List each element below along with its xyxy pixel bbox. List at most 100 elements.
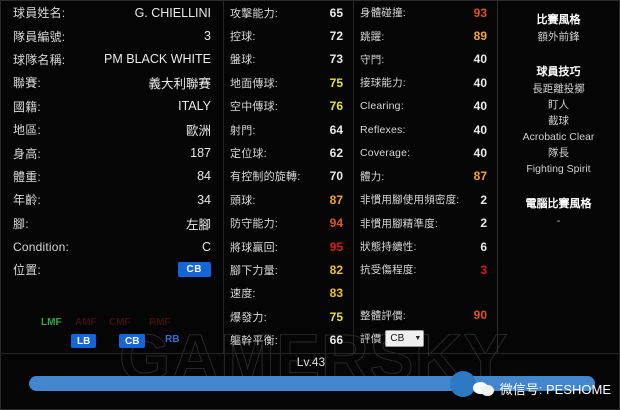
stat-row: 將球贏回: 95 (224, 235, 351, 258)
stat-row: 體力: 87 (354, 165, 495, 188)
stat-value: 34 (197, 192, 211, 207)
stat-value: PM BLACK WHITE (104, 52, 211, 67)
com-style-heading: 電腦比賽風格 (525, 198, 592, 210)
stat-value: 40 (473, 99, 487, 114)
stat-value: 87 (473, 169, 487, 184)
skill-item: 截球 (548, 115, 569, 127)
stat-value: G. CHIELLINI (134, 5, 211, 20)
stat-label: 非慣用腳精準度: (360, 217, 439, 230)
stat-label: 國籍: (13, 99, 41, 114)
stat-row: 盤球: 73 (224, 48, 351, 71)
stat-row: 球隊名稱: PM BLACK WHITE (5, 48, 221, 71)
stat-row: 定位球: 62 (224, 141, 351, 164)
stat-label: 隊員編號: (13, 29, 66, 44)
stat-value: 73 (329, 52, 343, 67)
stat-label: 腳: (13, 216, 29, 231)
stat-value: 187 (190, 146, 211, 161)
position-marker-lb[interactable]: LB (71, 334, 97, 348)
position-marker-cb[interactable]: CB (119, 334, 146, 348)
wechat-circle-decoration (450, 371, 476, 397)
stat-label: 年齡: (13, 193, 41, 208)
stat-row: 頭球: 87 (224, 188, 351, 211)
wechat-promo: 微信号: PESHOME (472, 379, 611, 398)
stat-row: 年齡: 34 (5, 188, 221, 211)
stat-value: 歐洲 (185, 124, 211, 139)
defense-stats-column: 身體碰撞: 93 跳躍: 89 守門: 40 接球能力: 40 Clearing: 40 Refle… (353, 1, 495, 353)
player-info-column: 球員姓名: G. CHIELLINI 隊員編號: 3 球隊名稱: PM BLACK WHI… (5, 1, 221, 353)
stat-label: 速度: (230, 288, 256, 301)
stat-value: 62 (329, 146, 343, 161)
stat-value: 2 (480, 192, 487, 207)
stat-row: 腳下力量: 82 (224, 258, 351, 281)
stat-row: Condition: C (5, 235, 221, 258)
stat-value: 83 (329, 286, 343, 301)
stat-row: 守門: 40 (354, 48, 495, 71)
stat-row: 非慣用腳精準度: 2 (354, 212, 495, 235)
stat-label: 空中傳球: (230, 101, 279, 114)
stat-label: 身高: (13, 146, 41, 161)
stat-row: 身高: 187 (5, 141, 221, 164)
stat-label: 狀態持續性: (360, 241, 417, 254)
stat-label: 跳躍: (360, 30, 385, 43)
com-style-list: - (498, 213, 619, 229)
stat-value: 3 (480, 262, 487, 277)
stat-row: 控球: 72 (224, 24, 351, 47)
stat-label: 整體評價: (360, 309, 406, 322)
stat-value: 40 (473, 146, 487, 161)
stat-value: 40 (473, 75, 487, 90)
stat-label: 攻擊能力: (230, 7, 279, 20)
stat-value: C (201, 239, 211, 254)
stat-value: 90 (473, 308, 487, 323)
stat-label: 盤球: (230, 54, 256, 67)
stat-row: 防守能力: 94 (224, 212, 351, 235)
stat-value: 2 (480, 216, 487, 231)
stat-label: 守門: (360, 53, 385, 66)
stat-row: Coverage: 40 (354, 141, 495, 164)
stat-label: 頭球: (230, 194, 256, 207)
chevron-down-icon: ▼ (414, 335, 422, 343)
stat-label: 有控制的旋轉: (230, 171, 301, 184)
rating-dropdown[interactable]: CB ▼ (385, 330, 425, 348)
stat-value: 40 (473, 122, 487, 137)
stat-label: Condition: (13, 239, 70, 254)
stat-label: 射門: (230, 124, 256, 137)
stat-label: 體重: (13, 169, 41, 184)
rating-label: 評價 (360, 333, 382, 346)
stat-label: 地面傳球: (230, 77, 279, 90)
skill-item: 長距離投擲 (532, 83, 585, 95)
rating-row: 評價 CB ▼ (354, 327, 495, 350)
stat-value: ITALY (178, 99, 211, 114)
stat-label: 身體碰撞: (360, 7, 406, 20)
stat-label: 接球能力: (360, 77, 406, 90)
stat-row: 軀幹平衡: 66 (224, 328, 351, 351)
stat-value: 87 (329, 192, 343, 207)
stat-row: 身體碰撞: 93 (354, 1, 495, 24)
stat-row: 隊員編號: 3 (5, 24, 221, 47)
stat-row: 接球能力: 40 (354, 71, 495, 94)
position-badge[interactable]: CB (177, 262, 211, 278)
stat-value: 82 (329, 262, 343, 277)
stats-columns: 球員姓名: G. CHIELLINI 隊員編號: 3 球隊名稱: PM BLACK WHI… (1, 1, 619, 353)
stat-row: Reflexes: 40 (354, 118, 495, 141)
skills-list: 長距離投擲 盯人 截球 Acrobatic Clear 隊長 Fighting Spiri… (498, 81, 619, 177)
stat-row: 國籍: ITALY (5, 95, 221, 118)
play-style-item: 額外前鋒 (537, 31, 580, 43)
stat-value: 3 (204, 29, 211, 44)
stat-row: 爆發力: 75 (224, 305, 351, 328)
stat-value: 84 (197, 169, 211, 184)
offense-stats-column: 攻擊能力: 65 控球: 72 盤球: 73 地面傳球: 75 空中傳球: 76 射門: 64 定位球:… (223, 1, 351, 353)
stat-row: 空中傳球: 76 (224, 95, 351, 118)
com-style-item: - (556, 215, 561, 227)
position-marker-rb: RB (165, 334, 180, 345)
stat-row: 球員姓名: G. CHIELLINI (5, 1, 221, 24)
stat-value: 65 (329, 5, 343, 20)
stat-label: 爆發力: (230, 311, 267, 324)
position-marker-cmf: CMF (109, 317, 131, 328)
stat-value: 72 (329, 29, 343, 44)
stat-row: 地區: 歐洲 (5, 118, 221, 141)
stat-label: 位置: (13, 263, 41, 278)
stat-value: 95 (329, 239, 343, 254)
stat-value: 6 (480, 239, 487, 254)
stat-row: 腳: 左腳 (5, 212, 221, 235)
stat-label: 聯賽: (13, 76, 41, 91)
